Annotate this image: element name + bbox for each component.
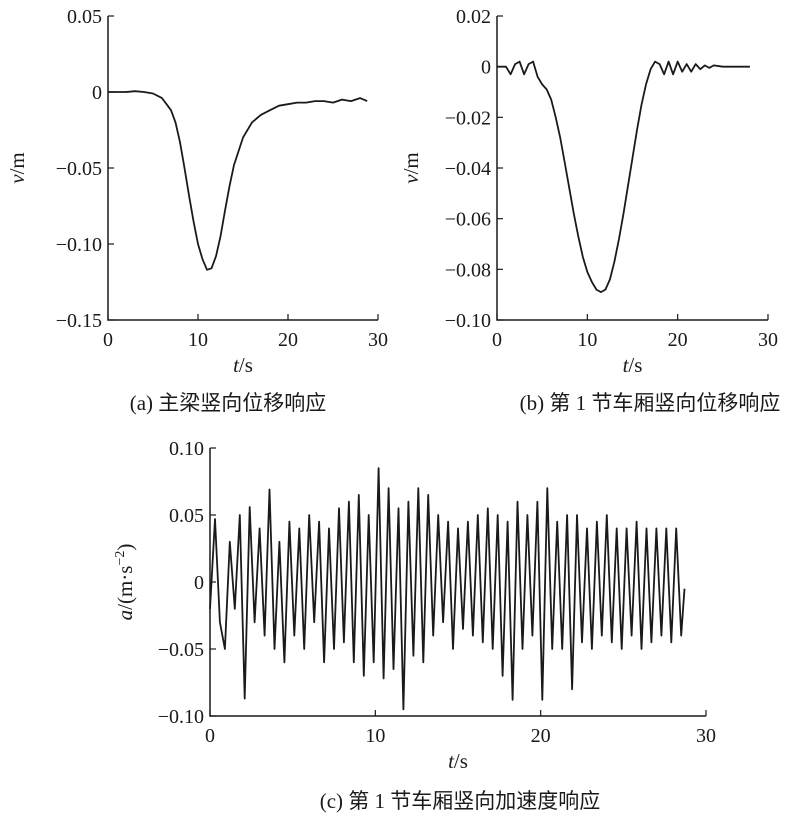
axis-spines [209, 448, 706, 717]
x-tick-label: 10 [577, 329, 597, 351]
y-axis-unit-exponent: −2 [113, 551, 128, 566]
axis-spines [107, 16, 378, 321]
x-axis-unit: /s [628, 353, 642, 377]
y-axis-label: v/m [5, 152, 29, 184]
chart-b: 0.020−0.02−0.04−0.06−0.08−0.100 10 20 30t/s… [399, 6, 780, 415]
y-tick-label: 0.10 [169, 438, 204, 460]
chart-c: 0.100.050−0.05−0.100 10 20 30t/sa/(m·s−2)(c… [113, 438, 716, 813]
x-tick-label: 10 [188, 329, 208, 351]
x-tick-label: 10 [365, 725, 385, 747]
y-tick-label: 0 [194, 572, 204, 594]
y-tick-label: 0.05 [67, 6, 102, 28]
x-axis-label: t/s [233, 353, 253, 377]
y-tick-label: −0.04 [445, 158, 491, 180]
y-axis-var: v [5, 174, 29, 184]
y-tick-label: −0.10 [56, 234, 102, 256]
y-axis-unit: /m [399, 152, 423, 174]
x-tick-label: 20 [531, 725, 551, 747]
series-line [108, 90, 368, 271]
x-axis-label: t/s [448, 749, 468, 773]
x-axis-var: t [623, 353, 630, 377]
axis-spines [496, 16, 768, 321]
series-line [209, 467, 686, 711]
y-tick-label: −0.08 [445, 259, 491, 281]
x-tick-label: 0 [205, 725, 215, 747]
y-axis-unit: /(m·s [113, 566, 137, 610]
y-tick-label: −0.06 [445, 209, 491, 231]
series-line [497, 60, 750, 293]
y-axis-unit-close: ) [113, 544, 137, 551]
x-axis-unit: /s [239, 353, 253, 377]
x-axis-unit: /s [454, 749, 468, 773]
y-tick-label: 0 [92, 82, 102, 104]
chart-caption: (a) 主梁竖向位移响应 [130, 391, 327, 415]
y-axis-label: a/(m·s−2) [113, 544, 137, 621]
y-tick-label: −0.02 [445, 107, 491, 129]
y-tick-label: 0 [481, 57, 491, 79]
x-tick-label: 0 [103, 329, 113, 351]
x-axis-label: t/s [623, 353, 643, 377]
chart-a: 0.050−0.05−0.10−0.150 10 20 30t/sv/m(a) 主梁竖… [5, 6, 388, 415]
y-axis-unit: /m [5, 152, 29, 174]
x-axis-var: t [233, 353, 240, 377]
y-axis-var: v [399, 174, 423, 184]
y-tick-label: −0.10 [445, 310, 491, 332]
x-tick-label: 0 [492, 329, 502, 351]
x-tick-label: 20 [278, 329, 298, 351]
y-tick-label: −0.05 [56, 158, 102, 180]
y-tick-label: 0.02 [456, 6, 491, 28]
y-tick-label: 0.05 [169, 505, 204, 527]
y-tick-label: −0.05 [158, 639, 204, 661]
y-tick-label: −0.15 [56, 310, 102, 332]
x-axis-var: t [448, 749, 455, 773]
y-axis-var: a [113, 610, 137, 621]
x-tick-label: 30 [368, 329, 388, 351]
chart-caption: (b) 第 1 节车厢竖向位移响应 [520, 391, 781, 415]
y-tick-label: −0.10 [158, 706, 204, 728]
x-tick-label: 30 [758, 329, 778, 351]
chart-caption: (c) 第 1 节车厢竖向加速度响应 [320, 789, 601, 813]
x-tick-label: 30 [696, 725, 716, 747]
x-tick-label: 20 [668, 329, 688, 351]
y-axis-label: v/m [399, 152, 423, 184]
